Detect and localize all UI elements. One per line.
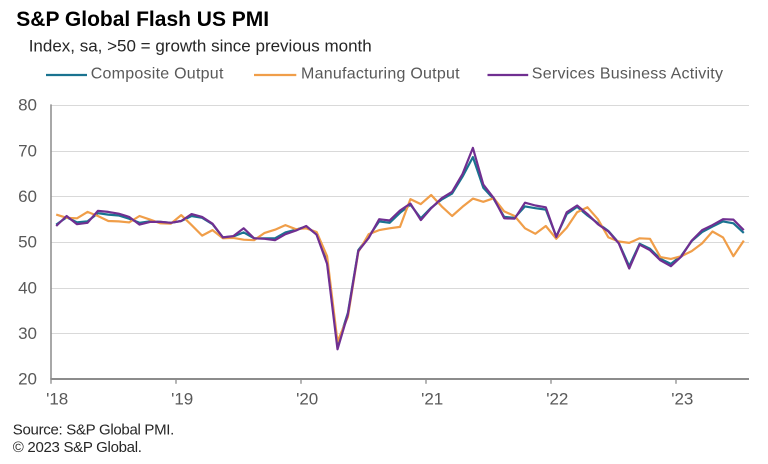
svg-text:40: 40 [18, 278, 37, 297]
svg-text:'23: '23 [671, 390, 693, 409]
svg-text:Composite Output: Composite Output [91, 66, 224, 83]
svg-text:© 2023 S&P Global.: © 2023 S&P Global. [13, 439, 142, 456]
svg-text:50: 50 [18, 233, 37, 252]
svg-text:Services Business Activity: Services Business Activity [532, 66, 723, 83]
svg-text:'20: '20 [296, 390, 318, 409]
svg-text:30: 30 [18, 324, 37, 343]
svg-text:'18: '18 [46, 390, 68, 409]
svg-text:'21: '21 [421, 390, 443, 409]
svg-text:80: 80 [18, 96, 37, 115]
svg-text:60: 60 [18, 187, 37, 206]
svg-text:'19: '19 [171, 390, 193, 409]
svg-text:Source: S&P Global PMI.: Source: S&P Global PMI. [13, 422, 174, 439]
svg-text:20: 20 [18, 370, 37, 389]
svg-text:S&P Global Flash US PMI: S&P Global Flash US PMI [16, 8, 269, 31]
svg-text:'22: '22 [546, 390, 568, 409]
svg-text:70: 70 [18, 141, 37, 160]
svg-text:Manufacturing Output: Manufacturing Output [301, 66, 460, 83]
svg-text:Index, sa, >50 = growth since: Index, sa, >50 = growth since previous m… [29, 37, 372, 56]
